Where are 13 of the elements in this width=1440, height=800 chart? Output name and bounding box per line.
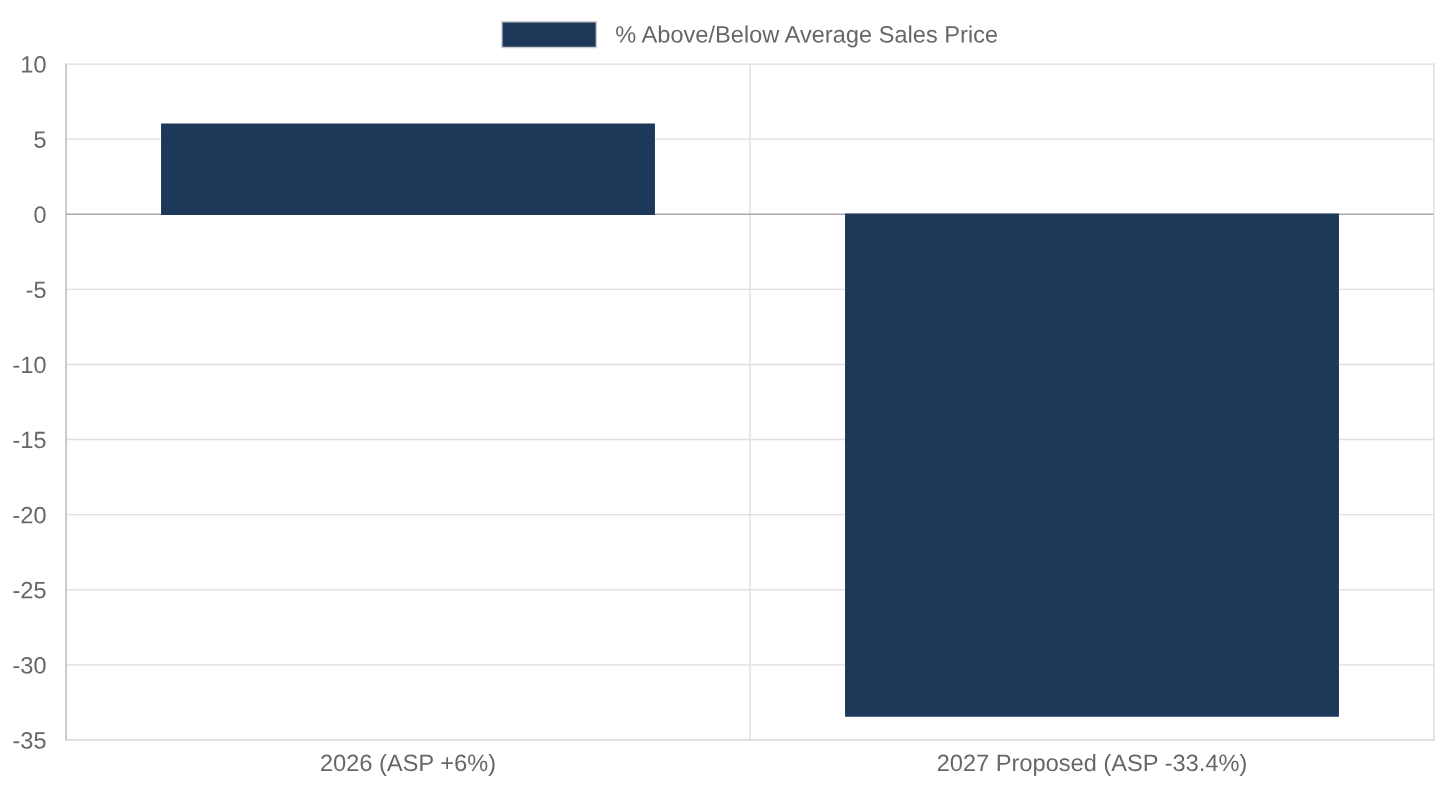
x-tick-label: 2027 Proposed (ASP -33.4%) (937, 753, 1246, 776)
legend-label: % Above/Below Average Sales Price (616, 25, 998, 48)
y-tick-label: -35 (13, 732, 46, 749)
y-tick-label: 0 (34, 206, 46, 224)
y-tick-label: -10 (13, 356, 46, 374)
y-tick-label: -20 (13, 506, 46, 524)
y-tick-label: -25 (13, 581, 46, 599)
y-tick-label: -15 (13, 431, 46, 449)
y-tick-label: -5 (26, 281, 46, 299)
x-tick-label: 2026 (ASP +6%) (321, 753, 495, 776)
y-tick-label: -30 (13, 656, 46, 674)
y-tick-label: 10 (22, 56, 46, 73)
y-tick-label: 5 (34, 131, 46, 148)
